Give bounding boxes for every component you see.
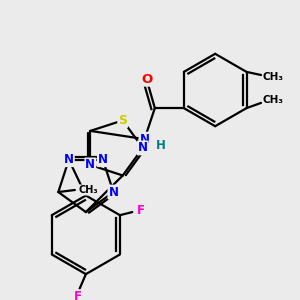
Text: N: N <box>138 141 148 154</box>
Text: N: N <box>85 158 95 172</box>
Text: H: H <box>156 139 166 152</box>
Text: F: F <box>136 203 145 217</box>
Text: N: N <box>108 186 118 199</box>
Text: F: F <box>74 290 82 300</box>
Text: CH₃: CH₃ <box>263 72 284 82</box>
Text: CH₃: CH₃ <box>79 185 98 195</box>
Text: CH₃: CH₃ <box>263 95 284 105</box>
Text: N: N <box>140 133 149 146</box>
Text: S: S <box>118 114 127 127</box>
Text: N: N <box>98 153 108 166</box>
Text: O: O <box>141 73 152 85</box>
Text: N: N <box>64 153 74 166</box>
